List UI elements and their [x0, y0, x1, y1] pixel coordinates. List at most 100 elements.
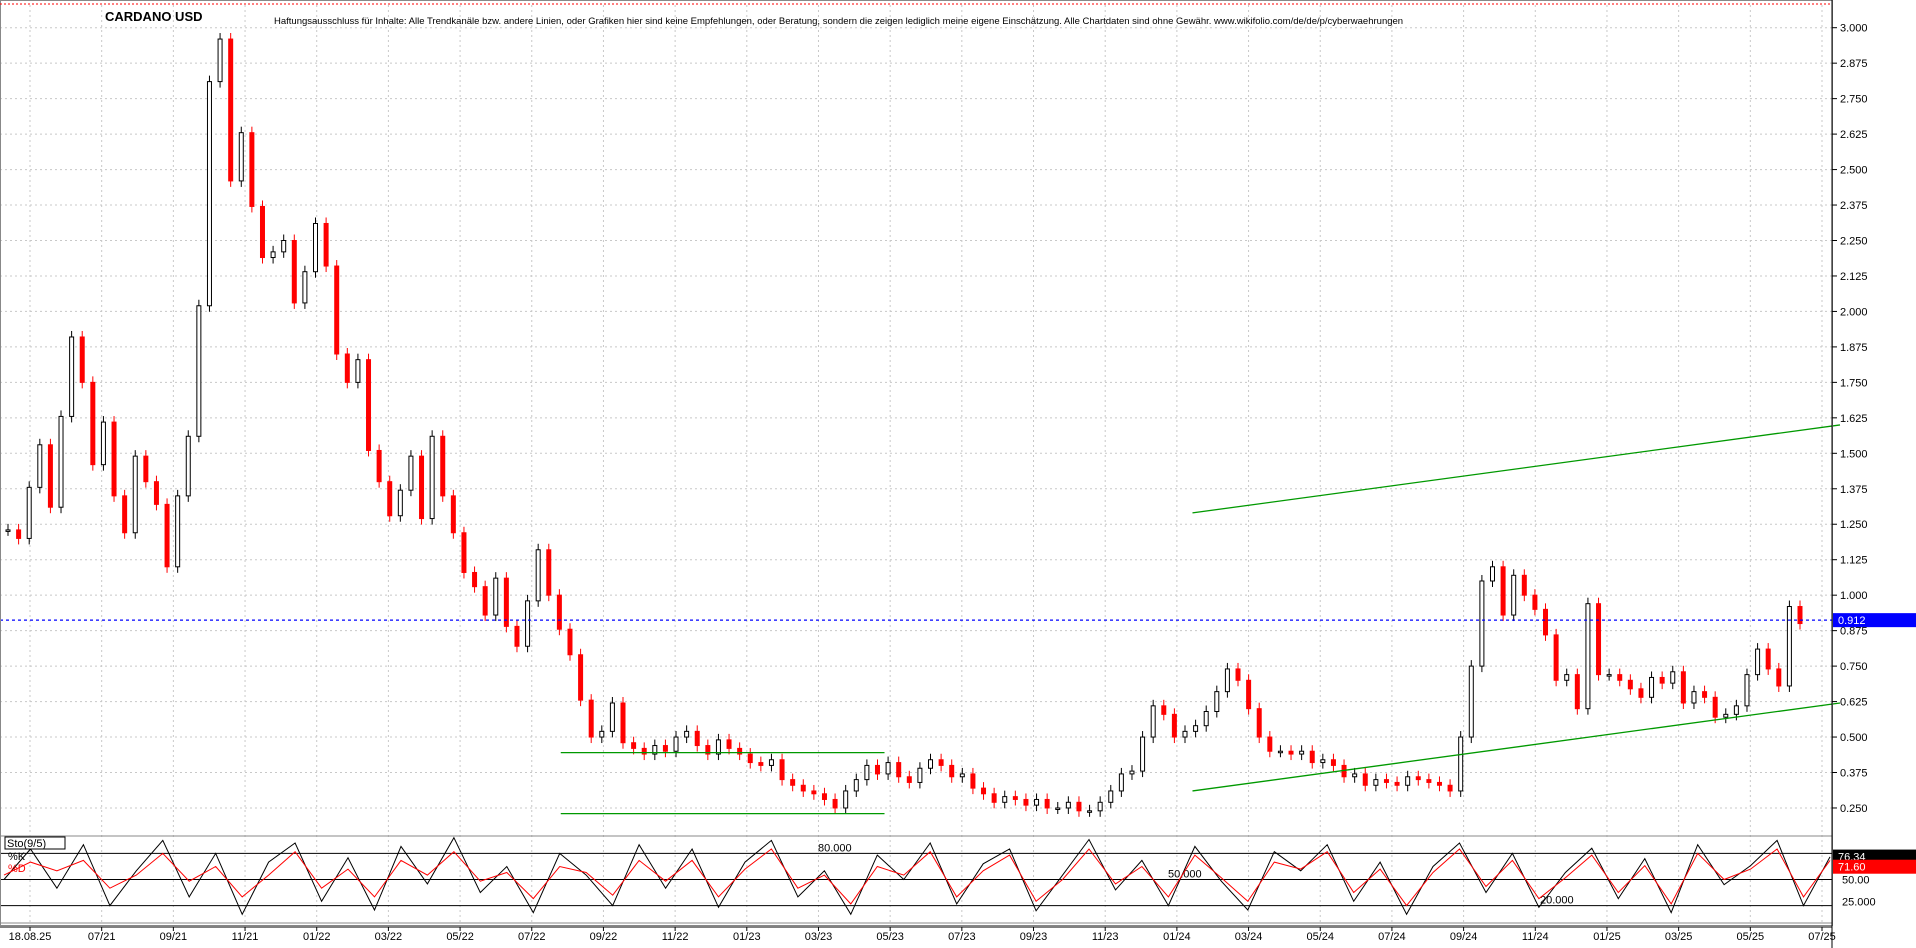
- candle-body: [1129, 770, 1135, 775]
- y-tick-label: 2.500: [1840, 165, 1868, 177]
- candle-body: [917, 767, 923, 783]
- stochastic-title: Sto(9/5): [7, 838, 46, 850]
- candle-body: [1543, 608, 1549, 636]
- candle-body: [970, 773, 976, 789]
- candle-body: [132, 455, 138, 534]
- candle-body: [228, 38, 234, 182]
- candle-body: [1733, 705, 1739, 715]
- candle-body: [896, 762, 902, 778]
- candle-body: [684, 730, 690, 738]
- candle-body: [1712, 696, 1718, 718]
- grid: [0, 5, 1832, 923]
- candle-body: [1702, 691, 1708, 698]
- candle-body: [1352, 773, 1358, 778]
- candle-body: [832, 798, 838, 809]
- candle-body: [429, 435, 435, 520]
- candle-body: [874, 764, 880, 775]
- candle-body: [69, 336, 75, 417]
- y-tick-label: 0.250: [1840, 803, 1868, 815]
- candle-body: [16, 529, 22, 539]
- candle-body: [1383, 779, 1389, 783]
- candle-body: [1246, 679, 1252, 710]
- candle-body: [853, 779, 859, 792]
- current-price-marker: [1833, 613, 1916, 628]
- candle-body: [26, 486, 32, 539]
- candle-body: [705, 745, 711, 755]
- candle-body: [556, 594, 562, 630]
- y-tick-label: 2.000: [1840, 306, 1868, 318]
- candle-body: [419, 455, 425, 520]
- candle-body: [1055, 807, 1061, 810]
- candle-body: [768, 759, 774, 766]
- stochastic-panel: 80.000 50.000 20.000 50.00 25.000 Sto(9/5)%K%…: [0, 835, 1916, 924]
- candle-body: [5, 529, 11, 532]
- x-tick-label: 18.08.25: [9, 931, 52, 943]
- x-tick-label: 07/22: [518, 931, 546, 943]
- stochastic-d-marker: [1833, 859, 1916, 874]
- candle-body: [673, 736, 679, 752]
- candle-body: [440, 435, 446, 497]
- candle-body: [291, 240, 297, 304]
- candle-body: [482, 586, 488, 616]
- candle-body: [196, 305, 202, 437]
- candle-body: [578, 654, 584, 701]
- candle-body: [1458, 736, 1464, 792]
- candle-body: [1193, 725, 1199, 732]
- current-price-label: 0.912: [1838, 615, 1866, 627]
- candle-body: [90, 381, 96, 466]
- candle-body: [461, 532, 467, 573]
- candle-body: [1670, 671, 1676, 684]
- candle-body: [1755, 648, 1761, 676]
- candle-body: [1405, 776, 1411, 786]
- candle-body: [1023, 798, 1029, 806]
- stochastic-level-label: 50.000: [1168, 869, 1202, 881]
- candle-body: [281, 240, 287, 253]
- candle-body: [567, 628, 573, 656]
- candle-body: [747, 753, 753, 764]
- stochastic-level-label: 80.000: [818, 842, 852, 854]
- candle-body: [100, 421, 106, 466]
- y-tick-label: 2.875: [1840, 58, 1868, 70]
- x-tick-label: 07/21: [88, 931, 116, 943]
- candle-body: [408, 455, 414, 491]
- y-tick-label: 0.500: [1840, 732, 1868, 744]
- candle-body: [726, 739, 732, 749]
- candle-body: [906, 776, 912, 783]
- candle-body: [1744, 674, 1750, 707]
- candle-body: [1447, 784, 1453, 792]
- candle-body: [609, 702, 615, 732]
- candle-body: [1596, 603, 1602, 676]
- stochastic-k-label: %K: [8, 851, 26, 863]
- candle-body: [1076, 801, 1082, 812]
- candle-body: [1585, 603, 1591, 710]
- candle-body: [153, 481, 159, 505]
- candle-body: [790, 779, 796, 786]
- candle-body: [1638, 688, 1644, 698]
- x-tick-label: 01/25: [1593, 931, 1621, 943]
- candle-body: [270, 251, 276, 259]
- candle-body: [238, 132, 244, 182]
- disclaimer-text: Haftungsausschluss für Inhalte: Alle Tre…: [274, 16, 1403, 27]
- y-tick-label: 2.125: [1840, 271, 1868, 283]
- candle-body: [37, 444, 43, 488]
- x-tick-label: 03/22: [375, 931, 403, 943]
- y-tick-label: 1.625: [1840, 413, 1868, 425]
- candle-body: [779, 759, 785, 781]
- candle-body: [1330, 759, 1336, 766]
- candle-body: [334, 265, 340, 355]
- stochastic-d-value: 71.60: [1838, 862, 1866, 874]
- symbol-title: CARDANO USD: [105, 9, 203, 24]
- candle-body: [620, 702, 626, 744]
- x-tick-label: 05/23: [876, 931, 904, 943]
- y-tick-label: 1.875: [1840, 342, 1868, 354]
- trend-lines: 0.912: [0, 424, 1916, 815]
- y-tick-label: 1.250: [1840, 519, 1868, 531]
- candle-body: [599, 730, 605, 738]
- candle-body: [1776, 668, 1782, 687]
- candle-body: [1065, 801, 1071, 809]
- candle-body: [1277, 750, 1283, 754]
- x-tick-label: 09/24: [1450, 931, 1478, 943]
- candle-body: [938, 759, 944, 766]
